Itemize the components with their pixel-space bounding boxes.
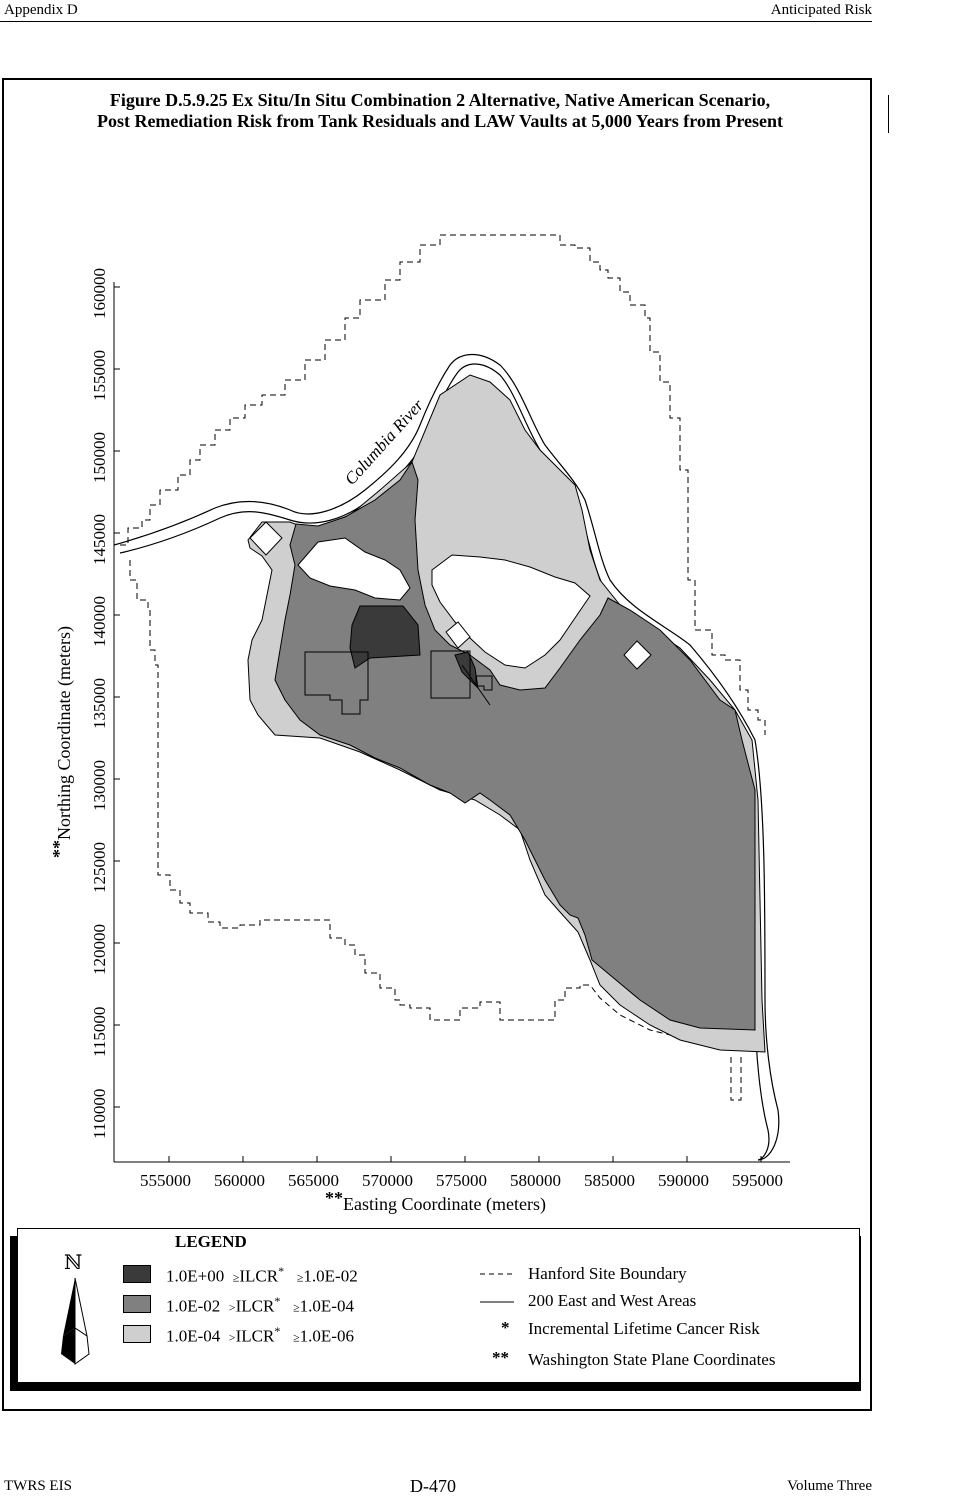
footer-left: TWRS EIS: [4, 1478, 72, 1494]
excluded-area-west: [297, 537, 411, 601]
north-arrow-icon: [61, 1277, 90, 1365]
y-tick-label: 140000: [90, 596, 109, 647]
legend-swatch-medium: [123, 1295, 151, 1313]
x-tick-label: 575000: [436, 1171, 487, 1190]
figure-title-line-1: Figure D.5.9.25 Ex Situ/In Situ Combinat…: [109, 90, 771, 110]
range-label: ILCR: [235, 1326, 275, 1346]
range-op1: ≥: [232, 1270, 240, 1285]
legend-ilcr-text: Incremental Lifetime Cancer Risk: [528, 1319, 760, 1338]
figure-frame: [2, 78, 872, 1411]
excluded-area-small: [445, 621, 471, 649]
north-arrow-label: ℕ: [64, 1252, 83, 1274]
figure-title: Figure D.5.9.25 Ex Situ/In Situ Combinat…: [10, 90, 870, 132]
legend-swatch-low: [123, 1325, 151, 1343]
legend-title: LEGEND: [175, 1232, 247, 1251]
x-tick-label: 560000: [214, 1171, 265, 1190]
legend-boundary-text: Hanford Site Boundary: [528, 1264, 687, 1283]
legend-swatch-high: [123, 1265, 151, 1283]
figure-title-line-2: Post Remediation Risk from Tank Residual…: [96, 111, 784, 131]
y-tick-label: 150000: [90, 432, 109, 483]
range-upper: 1.0E-04: [166, 1326, 221, 1346]
y-axis-label: Northing Coordinate (meters): [54, 626, 74, 840]
x-tick-label: 590000: [658, 1171, 709, 1190]
x-axis-title: **Easting Coordinate (meters): [325, 1188, 546, 1215]
range-op1: >: [228, 1300, 236, 1315]
legend-areas-text: 200 East and West Areas: [528, 1291, 697, 1310]
legend-box: [17, 1228, 860, 1383]
range-op2: ≥: [293, 1330, 300, 1345]
area-200-west-outline: [304, 651, 369, 715]
hanford-site-boundary: [120, 234, 766, 1101]
x-tick-label: 580000: [510, 1171, 561, 1190]
x-tick-label: 595000: [732, 1171, 783, 1190]
risk-zone-medium: [274, 460, 756, 1031]
excluded-area-northwest: [249, 521, 283, 556]
range-op1: >: [228, 1330, 236, 1345]
footer-right: Volume Three: [787, 1478, 872, 1494]
range-upper: 1.0E+00: [166, 1266, 225, 1286]
legend-double-asterisk-mark: **: [492, 1348, 509, 1367]
excluded-area-east: [431, 554, 591, 669]
x-tick-marks: [168, 1156, 762, 1162]
legend-asterisk-mark: *: [501, 1318, 510, 1337]
range-label: ILCR: [239, 1266, 279, 1286]
y-tick-marks: [114, 286, 120, 1108]
range-op2: ≥: [293, 1300, 300, 1315]
running-header-left: Appendix D: [4, 2, 78, 18]
y-axis-title: **Northing Coordinate (meters): [49, 626, 75, 858]
y-axis-prefix: **: [49, 840, 69, 858]
running-header-right: Anticipated Risk: [770, 2, 872, 18]
range-lower: 1.0E-06: [299, 1326, 354, 1346]
range-mark: *: [278, 1264, 285, 1278]
map-axes: [113, 282, 790, 1163]
y-tick-label: 115000: [90, 1006, 109, 1057]
range-mark: *: [274, 1294, 281, 1308]
x-tick-label: 565000: [288, 1171, 339, 1190]
y-tick-label: 155000: [90, 350, 109, 401]
header-rule: [0, 21, 872, 22]
x-tick-label: 585000: [584, 1171, 635, 1190]
x-tick-label: 555000: [140, 1171, 191, 1190]
y-tick-label: 110000: [90, 1088, 109, 1139]
footer-center: D-470: [410, 1476, 456, 1496]
y-tick-label: 125000: [90, 842, 109, 893]
area-200-east-outline: [430, 650, 493, 706]
range-lower: 1.0E-04: [299, 1296, 354, 1316]
legend-range-medium: 1.0E-02 >ILCR* ≥1.0E-04: [166, 1294, 354, 1317]
legend-range-low: 1.0E-04 >ILCR* ≥1.0E-06: [166, 1324, 354, 1347]
change-bar: [888, 95, 889, 133]
y-tick-label: 160000: [90, 268, 109, 319]
range-lower: 1.0E-02: [303, 1266, 358, 1286]
range-upper: 1.0E-02: [166, 1296, 221, 1316]
x-tick-label: 570000: [362, 1171, 413, 1190]
y-tick-label: 130000: [90, 760, 109, 811]
y-tick-label: 135000: [90, 678, 109, 729]
x-axis-prefix: **: [325, 1188, 343, 1208]
range-op2: ≥: [296, 1270, 304, 1285]
x-axis-label: Easting Coordinate (meters): [343, 1194, 546, 1214]
range-mark: *: [274, 1324, 281, 1338]
excluded-area-diamond: [623, 640, 652, 670]
legend-coordinates-text: Washington State Plane Coordinates: [528, 1350, 776, 1369]
y-tick-label: 120000: [90, 924, 109, 975]
legend-range-high: 1.0E+00 ≥ILCR* ≥1.0E-02: [166, 1264, 358, 1287]
y-tick-label: 145000: [90, 514, 109, 565]
range-label: ILCR: [235, 1296, 275, 1316]
legend-line-samples: [480, 1273, 514, 1303]
columbia-river-bank-a: [113, 353, 780, 1161]
